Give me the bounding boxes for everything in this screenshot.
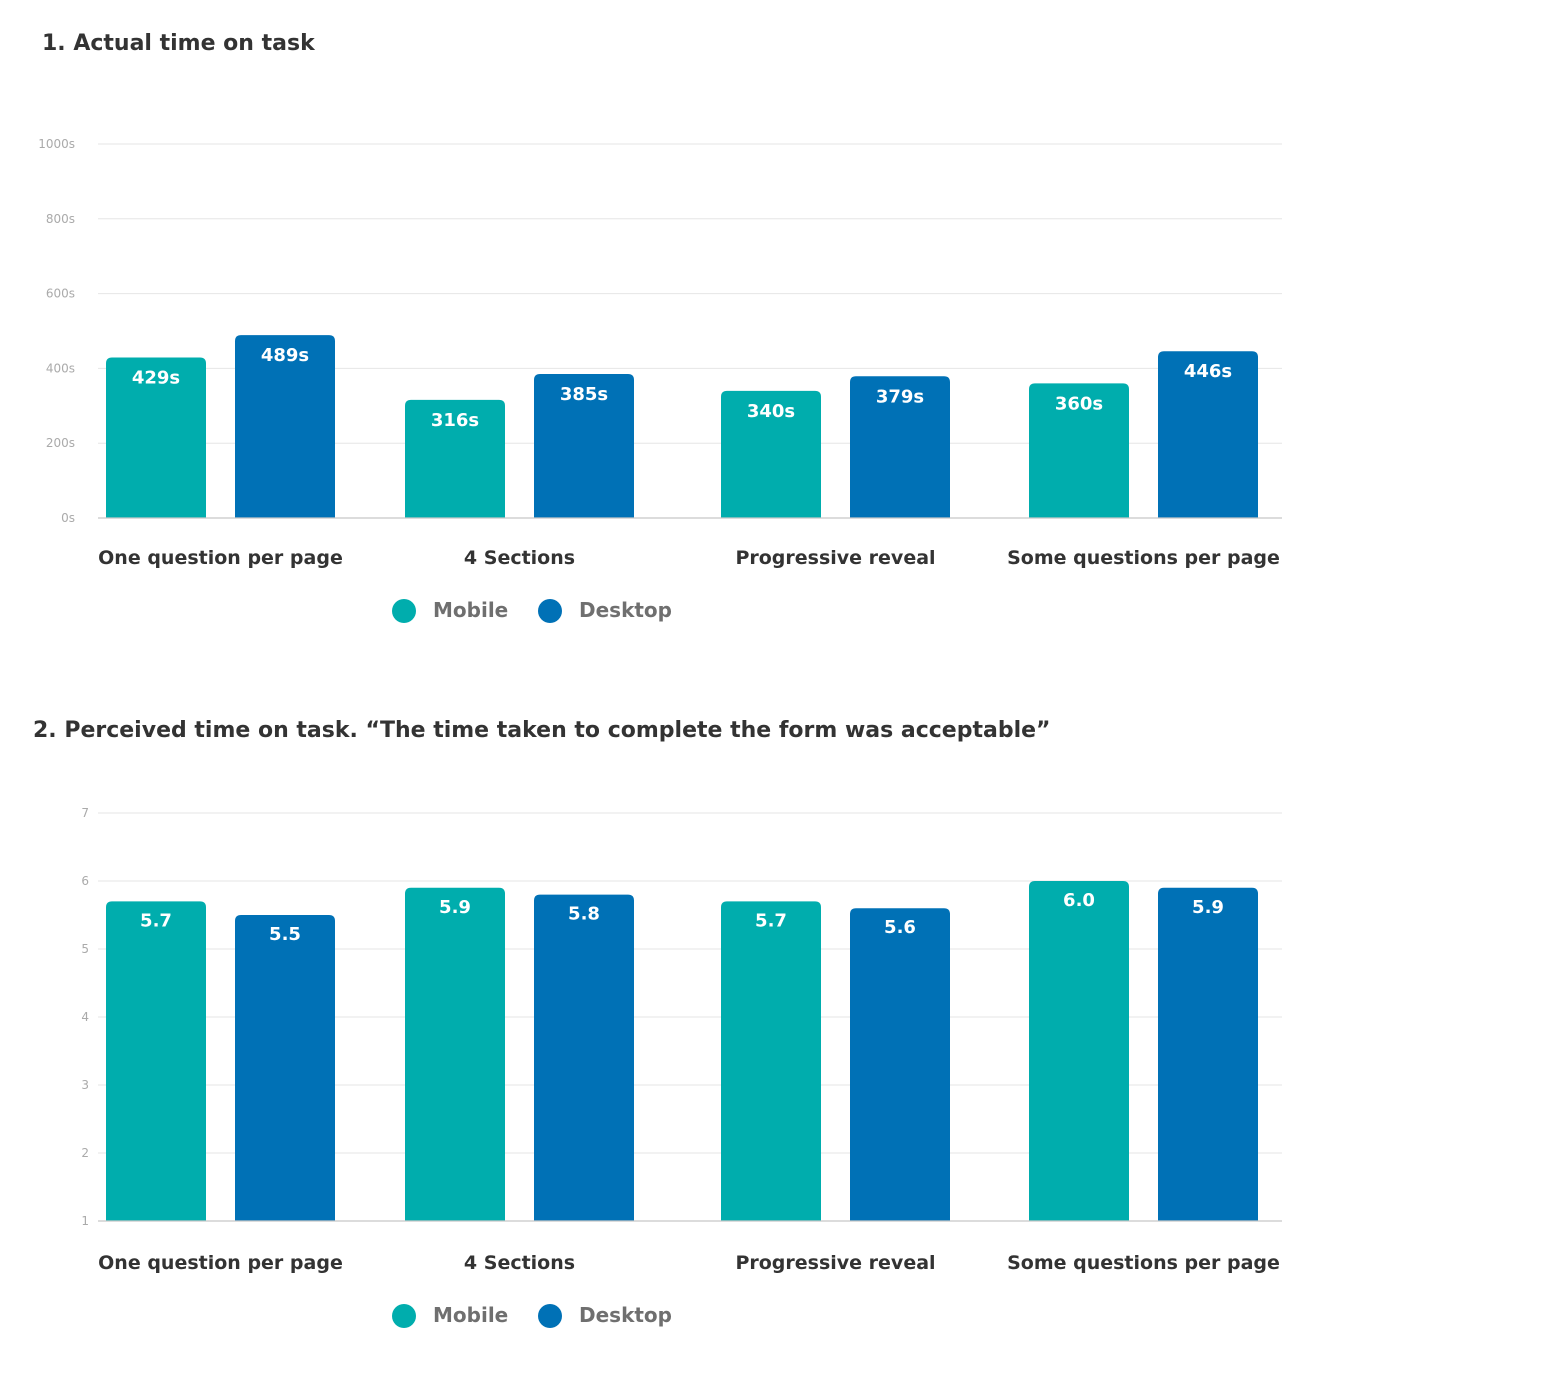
bar-mobile-some-questions-per-page bbox=[1029, 383, 1129, 518]
y-tick-label: 7 bbox=[81, 806, 89, 820]
chart-actual-time: 0s 200s 400s 600s 800s 1000s 429s 489s One quest… bbox=[38, 137, 1282, 569]
data-label: 5.8 bbox=[568, 904, 600, 925]
y-tick-label: 6 bbox=[81, 874, 89, 888]
bar-desktop-4-sections bbox=[534, 374, 634, 518]
data-label: 446s bbox=[1184, 361, 1232, 382]
y-tick-label: 200s bbox=[46, 436, 75, 450]
y-tick-label: 1 bbox=[81, 1214, 89, 1228]
x-tick-label: Progressive reveal bbox=[735, 547, 935, 569]
x-tick-label: Some questions per page bbox=[1007, 1252, 1280, 1274]
y-tick-label: 600s bbox=[46, 287, 75, 301]
data-label: 385s bbox=[560, 384, 608, 405]
legend-swatch-desktop bbox=[538, 599, 562, 623]
chart-title-actual-time: 1. Actual time on task bbox=[42, 31, 315, 56]
data-label: 6.0 bbox=[1063, 890, 1095, 911]
data-label: 5.5 bbox=[269, 924, 301, 945]
chart-perceived-time: 1 2 3 4 5 6 7 5.7 5.5 One question per page 5.9 5.8… bbox=[81, 806, 1282, 1274]
chart-title-perceived-time: 2. Perceived time on task. “The time tak… bbox=[33, 718, 1051, 743]
y-tick-label: 5 bbox=[81, 942, 89, 956]
data-label: 5.9 bbox=[439, 897, 471, 918]
x-tick-label: Progressive reveal bbox=[735, 1252, 935, 1274]
y-tick-label: 3 bbox=[81, 1078, 89, 1092]
data-label: 316s bbox=[431, 410, 479, 431]
x-tick-label: Some questions per page bbox=[1007, 547, 1280, 569]
legend-swatch-mobile bbox=[392, 1304, 416, 1328]
bar-desktop-progressive-reveal bbox=[850, 376, 950, 518]
bar-mobile-4-sections bbox=[405, 887, 505, 1221]
data-label: 5.6 bbox=[884, 917, 916, 938]
bar-desktop-one-question-per-page bbox=[235, 335, 335, 518]
bar-mobile-progressive-reveal bbox=[721, 390, 821, 518]
data-label: 429s bbox=[132, 368, 180, 389]
bar-mobile-4-sections bbox=[405, 399, 505, 518]
x-tick-label: One question per page bbox=[98, 1252, 343, 1274]
data-label: 360s bbox=[1055, 393, 1103, 414]
bar-mobile-one-question-per-page bbox=[106, 357, 206, 518]
y-tick-label: 0s bbox=[61, 511, 75, 525]
bar-desktop-4-sections bbox=[534, 894, 634, 1221]
bar-desktop-one-question-per-page bbox=[235, 915, 335, 1221]
x-tick-label: 4 Sections bbox=[464, 1252, 575, 1274]
bar-mobile-some-questions-per-page bbox=[1029, 881, 1129, 1221]
data-label: 5.7 bbox=[755, 910, 787, 931]
y-tick-label: 1000s bbox=[38, 137, 75, 151]
y-tick-label: 800s bbox=[46, 212, 75, 226]
y-tick-label: 4 bbox=[81, 1010, 89, 1024]
legend-label-mobile: Mobile bbox=[433, 598, 509, 622]
data-label: 379s bbox=[876, 386, 924, 407]
y-tick-label: 400s bbox=[46, 361, 75, 375]
bar-desktop-some-questions-per-page bbox=[1158, 351, 1258, 518]
y-tick-label: 2 bbox=[81, 1146, 89, 1160]
legend-label-mobile: Mobile bbox=[433, 1303, 509, 1327]
legend-swatch-mobile bbox=[392, 599, 416, 623]
x-tick-label: One question per page bbox=[98, 547, 343, 569]
data-label: 5.7 bbox=[140, 910, 172, 931]
data-label: 489s bbox=[261, 345, 309, 366]
legend-label-desktop: Desktop bbox=[579, 598, 672, 622]
bar-mobile-progressive-reveal bbox=[721, 901, 821, 1221]
data-label: 340s bbox=[747, 401, 795, 422]
x-tick-label: 4 Sections bbox=[464, 547, 575, 569]
data-label: 5.9 bbox=[1192, 897, 1224, 918]
bar-desktop-some-questions-per-page bbox=[1158, 887, 1258, 1221]
legend-label-desktop: Desktop bbox=[579, 1303, 672, 1327]
bar-desktop-progressive-reveal bbox=[850, 908, 950, 1221]
legend-swatch-desktop bbox=[538, 1304, 562, 1328]
bar-mobile-one-question-per-page bbox=[106, 901, 206, 1221]
